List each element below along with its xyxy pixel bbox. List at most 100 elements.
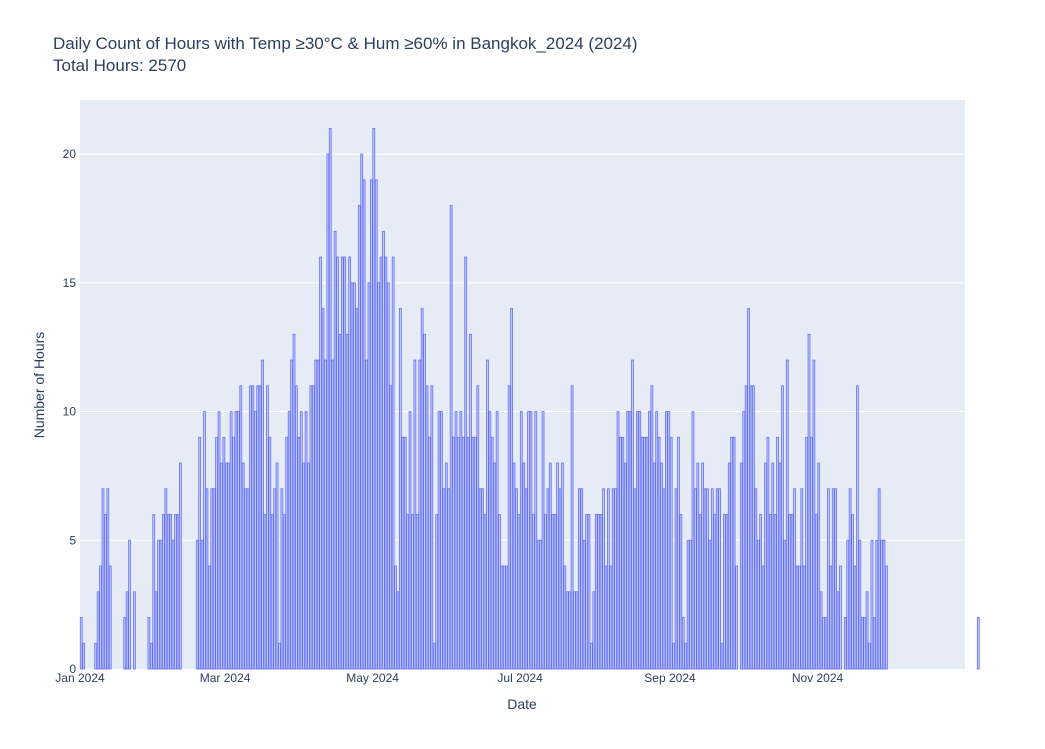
bar <box>851 514 854 670</box>
bar <box>449 205 453 670</box>
bar <box>396 591 400 670</box>
bar <box>128 539 131 670</box>
bar <box>324 359 327 670</box>
bar <box>374 179 378 670</box>
bar <box>776 436 779 670</box>
bar <box>708 539 712 670</box>
bar <box>805 436 808 670</box>
bar <box>650 385 654 670</box>
bar <box>239 385 243 670</box>
bar <box>321 308 325 670</box>
bar <box>210 488 214 670</box>
bar <box>689 539 692 670</box>
bar <box>488 411 492 670</box>
bar <box>108 565 112 670</box>
y-tick-label: 10 <box>63 405 77 419</box>
bar <box>812 359 816 670</box>
bar-series <box>79 127 980 670</box>
bar <box>609 565 613 670</box>
bar <box>493 462 497 670</box>
bar <box>224 462 228 670</box>
bar <box>428 436 431 670</box>
bar <box>442 488 446 670</box>
bar <box>582 539 586 670</box>
x-tick-label: Mar 2024 <box>200 671 251 685</box>
bar <box>773 514 777 670</box>
bar <box>810 436 813 670</box>
x-tick-label: Jul 2024 <box>497 671 543 685</box>
bar <box>79 617 83 670</box>
bar <box>101 488 105 670</box>
bar <box>814 514 818 670</box>
bar <box>517 514 521 670</box>
bar <box>273 488 277 670</box>
y-tick-label: 0 <box>69 662 76 676</box>
bar <box>464 256 468 670</box>
bar <box>604 565 608 670</box>
bar <box>222 436 226 670</box>
bar <box>340 256 344 670</box>
bar <box>99 565 102 670</box>
bar <box>565 591 569 670</box>
bar <box>486 359 489 670</box>
x-axis-ticks: Jan 2024 Mar 2024 May 2024 Jul 2024 Sep 2024… <box>55 671 843 685</box>
bar <box>461 436 465 670</box>
bar <box>829 565 833 670</box>
bar <box>652 462 656 670</box>
bar <box>597 514 601 670</box>
bar <box>592 591 596 670</box>
bar <box>626 411 630 670</box>
bar <box>756 539 760 670</box>
bar <box>856 385 859 670</box>
bar <box>684 642 688 670</box>
bar <box>781 385 784 670</box>
bar <box>529 411 533 670</box>
bar <box>208 565 211 670</box>
bar <box>258 385 262 670</box>
bar <box>534 411 538 670</box>
bar <box>162 514 165 670</box>
bar <box>860 617 864 670</box>
bar <box>594 514 598 670</box>
bar <box>790 514 794 670</box>
bar <box>875 539 879 670</box>
bar <box>406 514 409 670</box>
bar <box>432 642 436 670</box>
bar <box>674 488 678 670</box>
bar <box>599 514 603 670</box>
bar <box>220 462 223 670</box>
bar <box>343 256 347 670</box>
bar <box>872 617 876 670</box>
bar <box>677 436 680 670</box>
bar <box>367 282 371 670</box>
bar <box>505 565 509 670</box>
bar <box>976 617 980 670</box>
bar <box>885 565 888 670</box>
bar <box>575 591 579 670</box>
bar <box>469 333 472 670</box>
bar <box>154 591 158 670</box>
bar <box>413 359 417 670</box>
bar <box>703 488 707 670</box>
bar <box>802 565 806 670</box>
bar <box>466 436 470 670</box>
bar <box>665 411 668 670</box>
bar <box>282 514 286 670</box>
bar <box>865 591 869 670</box>
bar <box>863 617 867 670</box>
bar <box>623 462 627 670</box>
bar <box>292 333 296 670</box>
bar <box>628 411 632 670</box>
bar <box>311 385 315 670</box>
x-tick-label: Jan 2024 <box>55 671 105 685</box>
bar <box>834 488 837 670</box>
bar <box>568 591 572 670</box>
y-axis-title: Number of Hours <box>31 332 47 439</box>
y-axis-ticks: 0 5 10 15 20 <box>63 147 77 676</box>
bar <box>698 514 702 670</box>
bar <box>771 462 775 670</box>
bar <box>425 385 429 670</box>
bar <box>701 462 704 670</box>
bar <box>556 462 559 670</box>
bar <box>386 282 390 670</box>
